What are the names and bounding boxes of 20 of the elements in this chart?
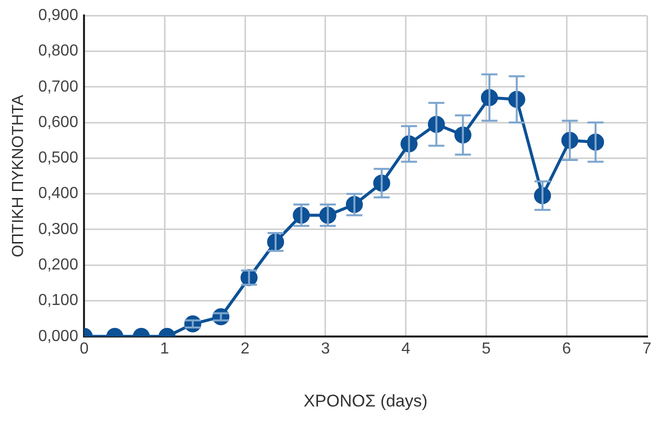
y-axis-title: ΟΠΤΙΚΗ ΠΥΚΝΟΤΗΤΑ — [10, 94, 28, 258]
y-tick-label: 0,300 — [38, 220, 78, 238]
y-tick-label: 0,400 — [38, 185, 78, 202]
y-tick-label: 0,600 — [38, 114, 78, 131]
x-tick-label: 0 — [80, 340, 89, 358]
y-tick-label: 0,200 — [38, 256, 78, 274]
x-tick-label: 4 — [401, 340, 410, 358]
x-tick-label: 6 — [562, 340, 572, 358]
y-tick-label: 0,100 — [38, 292, 78, 310]
y-tick-label: 0,000 — [38, 328, 78, 345]
x-tick-label: 3 — [320, 340, 330, 358]
x-tick-label: 1 — [160, 340, 170, 358]
x-axis-title: ΧΡΟΝΟΣ (days) — [304, 391, 428, 410]
y-tick-label: 0,500 — [38, 150, 78, 167]
x-tick-label: 2 — [240, 340, 250, 358]
x-tick-label: 7 — [642, 340, 652, 358]
y-tick-label: 0,900 — [38, 7, 78, 24]
x-tick-label: 5 — [482, 340, 491, 358]
y-tick-label: 0,700 — [38, 78, 78, 96]
y-tick-label: 0,800 — [38, 42, 78, 60]
